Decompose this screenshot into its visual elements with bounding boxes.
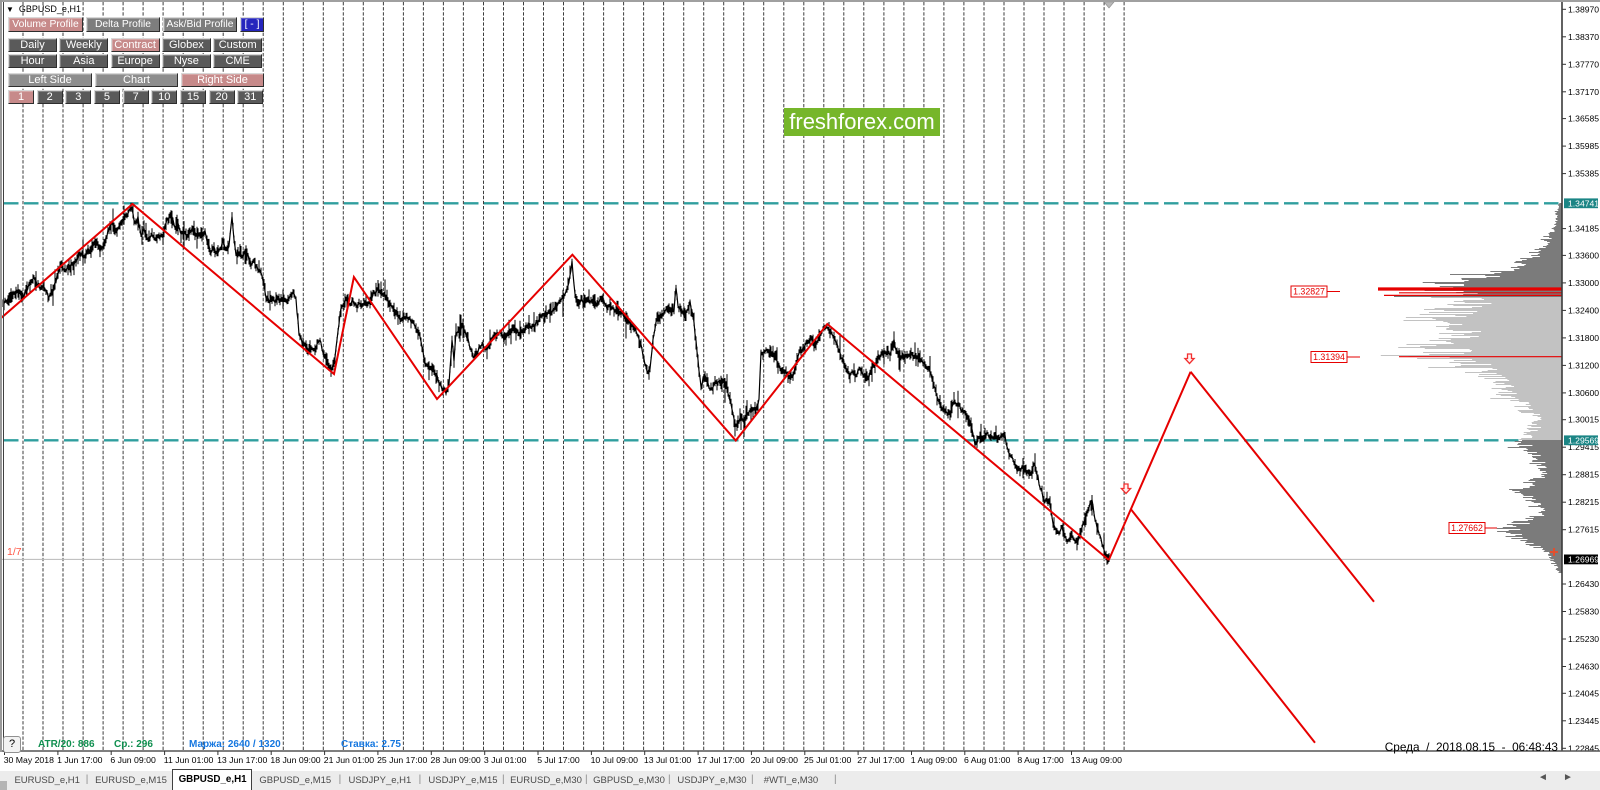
svg-text:1.37770: 1.37770 (1568, 59, 1599, 69)
svg-text:1.26969: 1.26969 (1568, 554, 1599, 564)
svg-text:1.31200: 1.31200 (1568, 360, 1599, 370)
svg-text:1.33600: 1.33600 (1568, 250, 1599, 260)
svg-text:1.32400: 1.32400 (1568, 305, 1599, 315)
svg-text:1.35385: 1.35385 (1568, 169, 1599, 179)
svg-text:1.29415: 1.29415 (1568, 442, 1599, 452)
svg-text:1/7: 1/7 (7, 546, 22, 558)
svg-text:1.27615: 1.27615 (1568, 525, 1599, 535)
svg-text:1.34185: 1.34185 (1568, 224, 1599, 234)
svg-text:1.26430: 1.26430 (1568, 579, 1599, 589)
svg-text:1.31394: 1.31394 (1313, 352, 1345, 362)
svg-text:1.32827: 1.32827 (1293, 287, 1325, 297)
svg-text:1.34741: 1.34741 (1568, 198, 1599, 208)
svg-text:1.25230: 1.25230 (1568, 634, 1599, 644)
svg-text:1.30015: 1.30015 (1568, 415, 1599, 425)
svg-text:1.38970: 1.38970 (1568, 4, 1599, 14)
svg-text:1.30600: 1.30600 (1568, 388, 1599, 398)
svg-text:1.28815: 1.28815 (1568, 470, 1599, 480)
svg-text:1.29569: 1.29569 (1568, 435, 1599, 445)
svg-text:1.33000: 1.33000 (1568, 278, 1599, 288)
svg-text:1.27662: 1.27662 (1451, 523, 1483, 533)
svg-text:1.28215: 1.28215 (1568, 497, 1599, 507)
svg-text:1.31800: 1.31800 (1568, 333, 1599, 343)
svg-text:1.37170: 1.37170 (1568, 87, 1599, 97)
svg-text:1.36585: 1.36585 (1568, 114, 1599, 124)
svg-text:1.22845: 1.22845 (1568, 743, 1599, 753)
svg-text:1.23445: 1.23445 (1568, 716, 1599, 726)
svg-text:1.24630: 1.24630 (1568, 662, 1599, 672)
svg-text:1.24045: 1.24045 (1568, 688, 1599, 698)
svg-text:1.25830: 1.25830 (1568, 607, 1599, 617)
svg-text:1.38370: 1.38370 (1568, 32, 1599, 42)
svg-text:1.35985: 1.35985 (1568, 141, 1599, 151)
